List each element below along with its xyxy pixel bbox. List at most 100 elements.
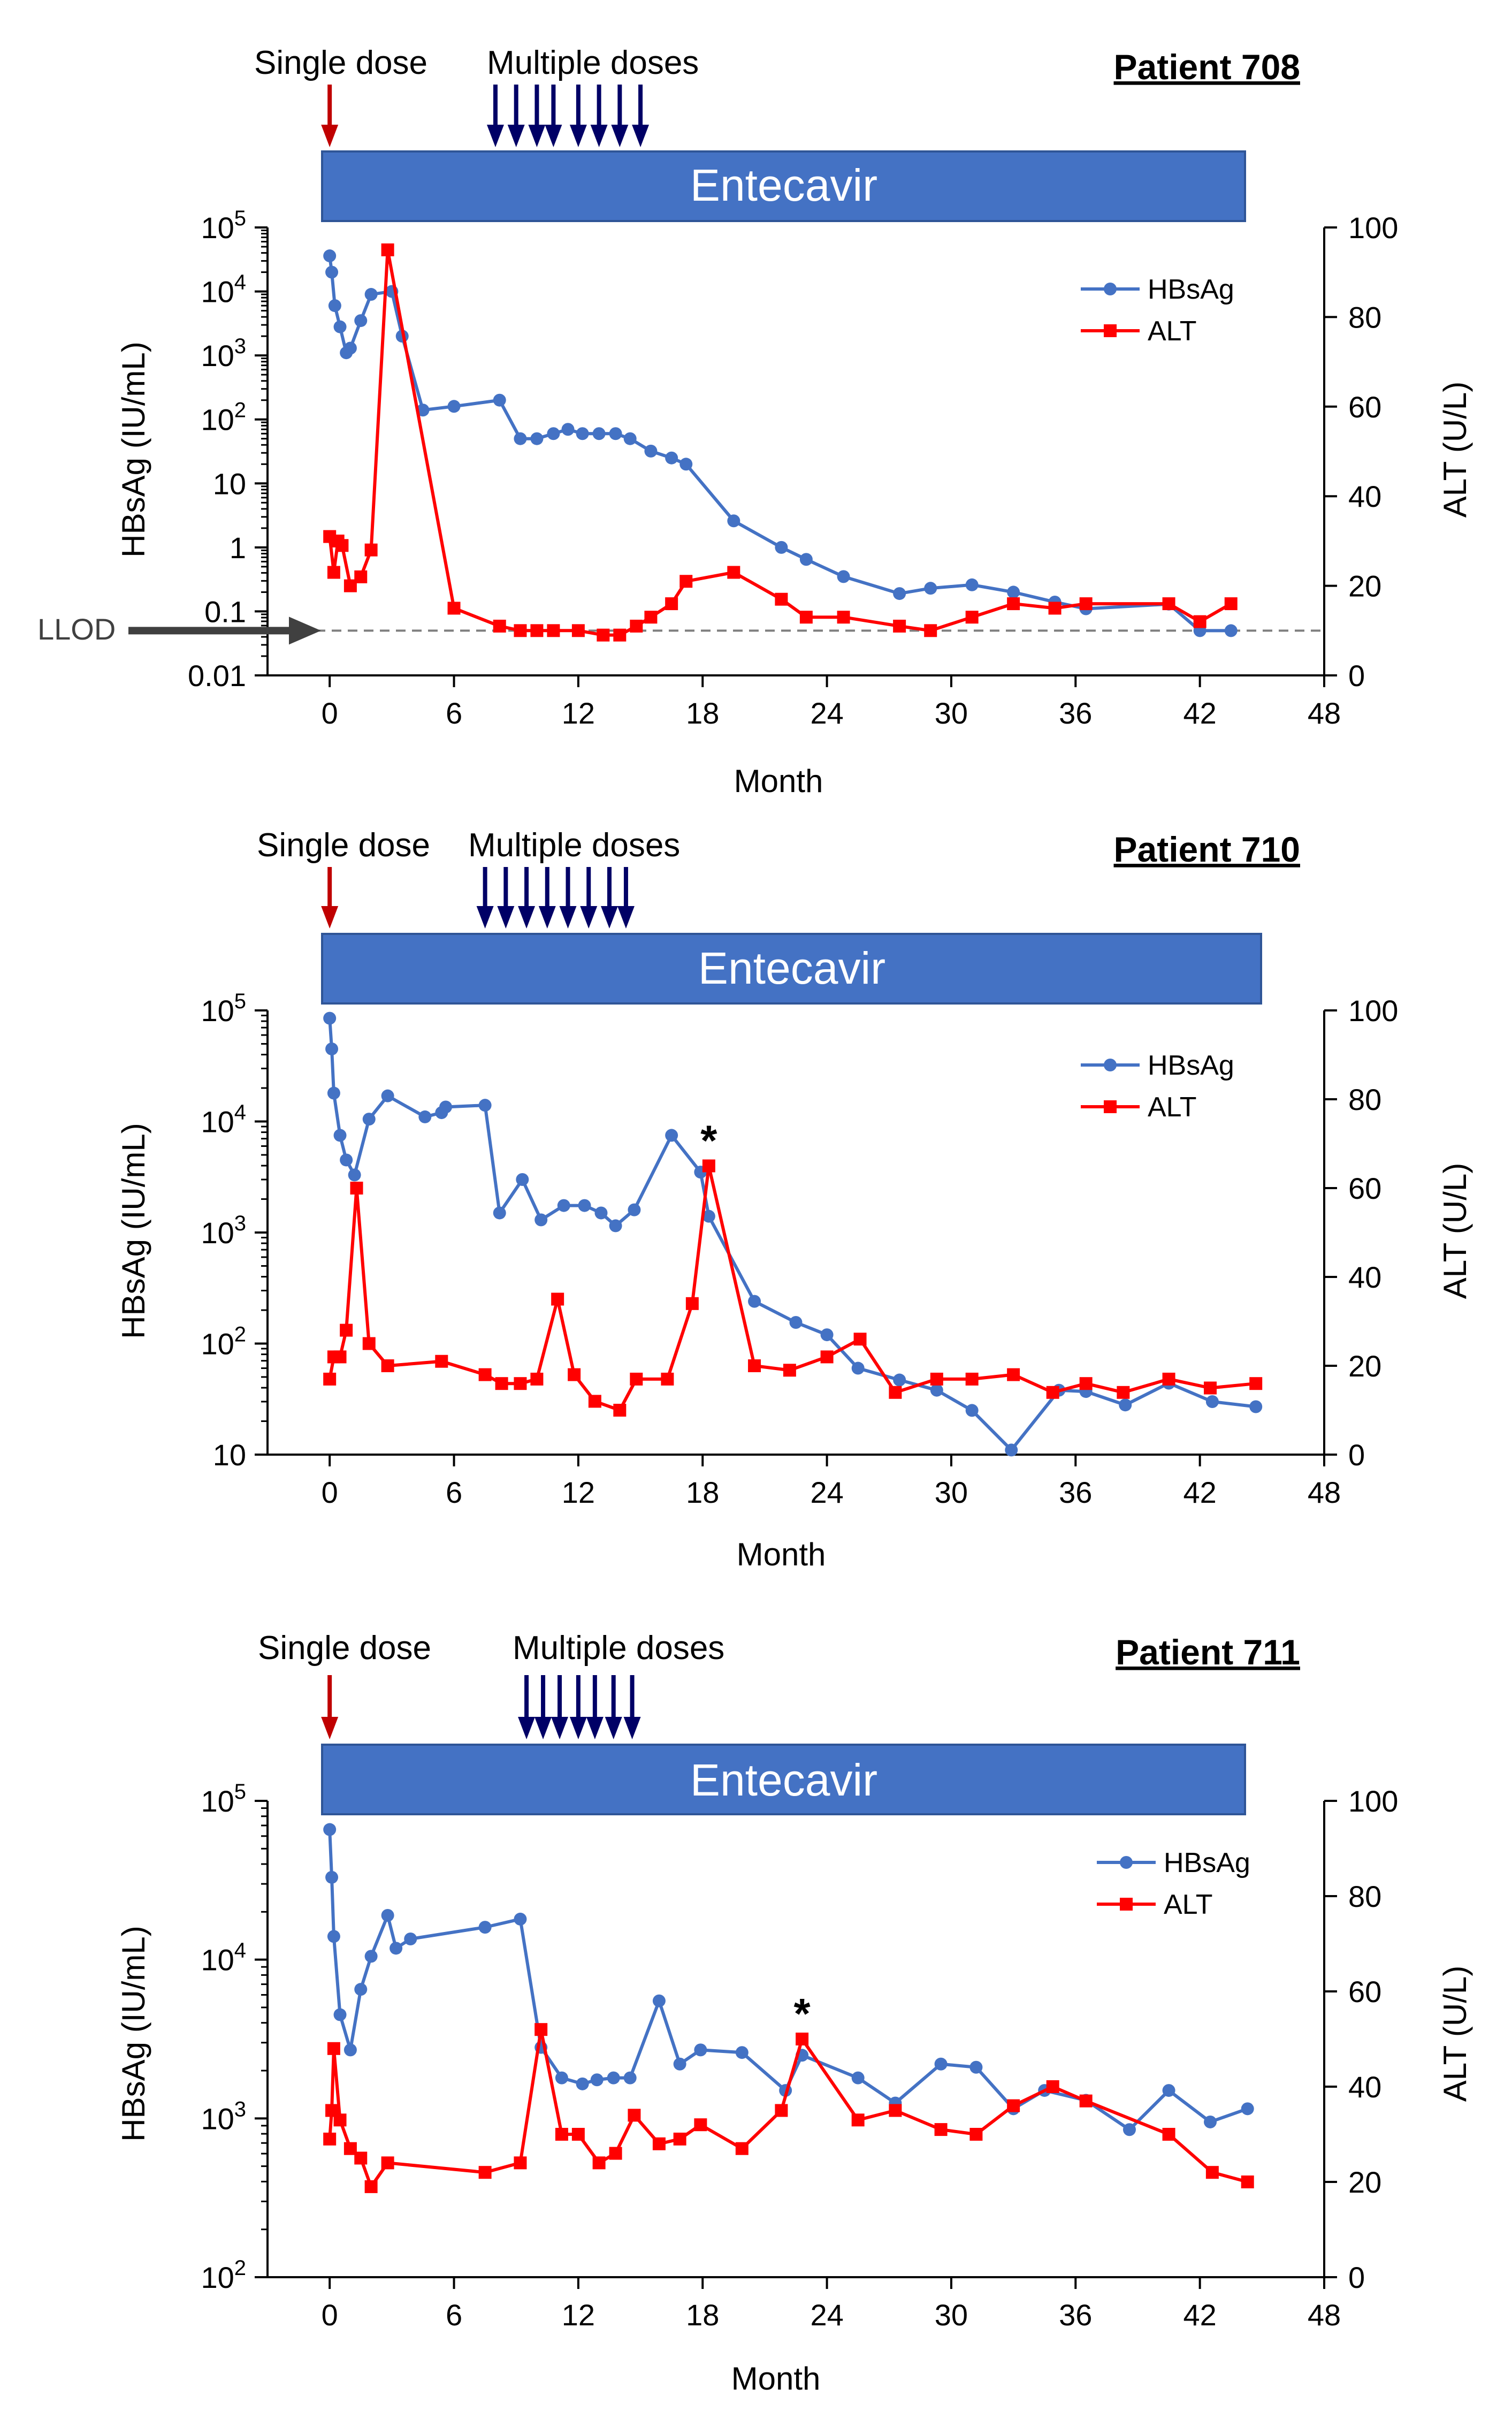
alt-point bbox=[514, 624, 527, 637]
multiple-dose-arrow-head bbox=[623, 1717, 641, 1739]
alt-point bbox=[547, 624, 560, 637]
multiple-dose-arrow-head bbox=[486, 125, 504, 147]
multiple-dose-arrow-head bbox=[518, 1717, 536, 1739]
hbsag-point bbox=[493, 1206, 506, 1220]
hbsag-point bbox=[851, 2071, 865, 2085]
hbsag-point bbox=[323, 249, 337, 263]
hbsag-point bbox=[381, 1908, 394, 1922]
hbsag-point bbox=[362, 1113, 376, 1126]
x-tick-label: 36 bbox=[1059, 696, 1092, 730]
alt-point bbox=[613, 628, 627, 642]
legend-marker bbox=[1120, 1898, 1133, 1911]
single-dose-label: Single dose bbox=[257, 827, 430, 864]
series-line-hbsag bbox=[328, 1018, 1256, 1452]
x-tick-label: 12 bbox=[562, 696, 595, 730]
series-line-alt bbox=[328, 2029, 1248, 2190]
hbsag-point bbox=[447, 400, 461, 413]
alt-point bbox=[364, 2180, 378, 2193]
alt-point bbox=[1079, 597, 1093, 611]
alt-point bbox=[592, 2156, 606, 2170]
multiple-dose-arrow-head bbox=[617, 906, 635, 929]
alt-point bbox=[327, 2042, 340, 2055]
legend-label: ALT bbox=[1148, 1092, 1197, 1123]
x-axis-title: Month bbox=[734, 763, 823, 799]
alt-point bbox=[333, 2113, 347, 2127]
left-tick-label: 102 bbox=[201, 399, 246, 437]
hbsag-point bbox=[333, 320, 347, 333]
hbsag-point bbox=[893, 1373, 906, 1387]
multiple-dose-arrow-head bbox=[569, 125, 587, 147]
alt-point bbox=[478, 1368, 492, 1381]
x-tick-label: 18 bbox=[686, 2298, 719, 2332]
hbsag-point bbox=[1224, 624, 1238, 637]
right-tick-label: 100 bbox=[1348, 994, 1398, 1028]
multiple-dose-arrow-head bbox=[611, 125, 629, 147]
alt-point bbox=[748, 1359, 761, 1372]
patient-title: Patient 710 bbox=[1114, 830, 1301, 869]
hbsag-point bbox=[775, 541, 788, 554]
alt-point bbox=[965, 611, 979, 624]
hbsag-point bbox=[343, 341, 357, 355]
alt-point bbox=[727, 566, 740, 579]
right-tick-label: 100 bbox=[1348, 211, 1398, 245]
hbsag-point bbox=[1119, 1398, 1132, 1412]
x-axis-title: Month bbox=[731, 2361, 821, 2397]
x-tick-label: 0 bbox=[322, 2298, 338, 2332]
alt-point bbox=[1007, 597, 1020, 611]
alt-point bbox=[534, 2023, 548, 2036]
hbsag-point bbox=[325, 1870, 339, 1884]
right-axis-title: ALT (U/L) bbox=[1437, 1966, 1473, 2102]
alt-point bbox=[924, 624, 937, 637]
hbsag-point bbox=[623, 432, 637, 445]
right-tick-label: 20 bbox=[1348, 1349, 1381, 1383]
hbsag-point bbox=[478, 1921, 492, 1934]
plot-area: 0 6 12 18 24 30 36 42 48 102 103 104 105 0 20 40 60 80 100… bbox=[201, 1780, 1398, 2332]
alt-point bbox=[568, 1368, 581, 1381]
hbsag-point bbox=[965, 578, 979, 591]
hbsag-point bbox=[924, 582, 937, 595]
hbsag-point bbox=[478, 1099, 492, 1112]
left-tick-label: 0.1 bbox=[204, 595, 246, 628]
right-tick-label: 0 bbox=[1348, 1438, 1365, 1472]
hbsag-point bbox=[547, 427, 560, 440]
panel-patient-710: Single dose Multiple doses Patient 710 E… bbox=[116, 827, 1473, 1572]
alt-point bbox=[853, 1333, 867, 1346]
x-tick-label: 12 bbox=[562, 2298, 595, 2332]
hbsag-point bbox=[893, 587, 906, 600]
hbsag-point bbox=[390, 1942, 403, 1955]
hbsag-point bbox=[576, 2077, 589, 2090]
legend-label: HBsAg bbox=[1148, 1050, 1234, 1081]
left-tick-label: 102 bbox=[201, 2256, 246, 2294]
left-tick-label: 10 bbox=[213, 467, 246, 500]
series-line-hbsag bbox=[328, 255, 1231, 633]
alt-point bbox=[447, 602, 461, 615]
alt-point bbox=[965, 1372, 979, 1386]
hbsag-point bbox=[1007, 585, 1020, 599]
hbsag-point bbox=[516, 1173, 529, 1186]
alt-point bbox=[1007, 1368, 1020, 1381]
alt-point bbox=[1079, 2094, 1093, 2108]
dose-arrows bbox=[321, 867, 635, 929]
hbsag-point bbox=[665, 451, 678, 465]
alt-point bbox=[934, 2123, 948, 2136]
left-tick-label: 103 bbox=[201, 1212, 246, 1250]
alt-point bbox=[530, 1372, 544, 1386]
multiple-dose-arrow-head bbox=[586, 1717, 604, 1739]
alt-point bbox=[796, 2033, 809, 2045]
hbsag-point bbox=[354, 1983, 368, 1996]
alt-point bbox=[478, 2166, 492, 2179]
hbsag-point bbox=[416, 404, 430, 417]
hbsag-point bbox=[748, 1295, 761, 1308]
single-dose-arrow-head bbox=[321, 125, 339, 147]
alt-point bbox=[930, 1372, 943, 1386]
hbsag-point bbox=[364, 288, 378, 301]
hbsag-point bbox=[578, 1199, 591, 1212]
hbsag-point bbox=[333, 1129, 347, 1142]
hbsag-point bbox=[969, 2060, 983, 2074]
right-tick-label: 40 bbox=[1348, 480, 1381, 513]
hbsag-point bbox=[644, 444, 658, 458]
alt-point bbox=[799, 611, 813, 624]
x-tick-label: 36 bbox=[1059, 2298, 1092, 2332]
hbsag-point bbox=[325, 265, 339, 279]
hbsag-point bbox=[561, 423, 575, 436]
